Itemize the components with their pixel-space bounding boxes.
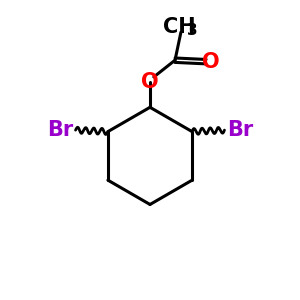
Text: CH: CH	[163, 17, 196, 37]
Text: O: O	[202, 52, 220, 72]
Text: 3: 3	[187, 23, 197, 38]
Text: Br: Br	[227, 120, 253, 140]
Text: Br: Br	[47, 120, 73, 140]
Text: O: O	[141, 72, 159, 92]
